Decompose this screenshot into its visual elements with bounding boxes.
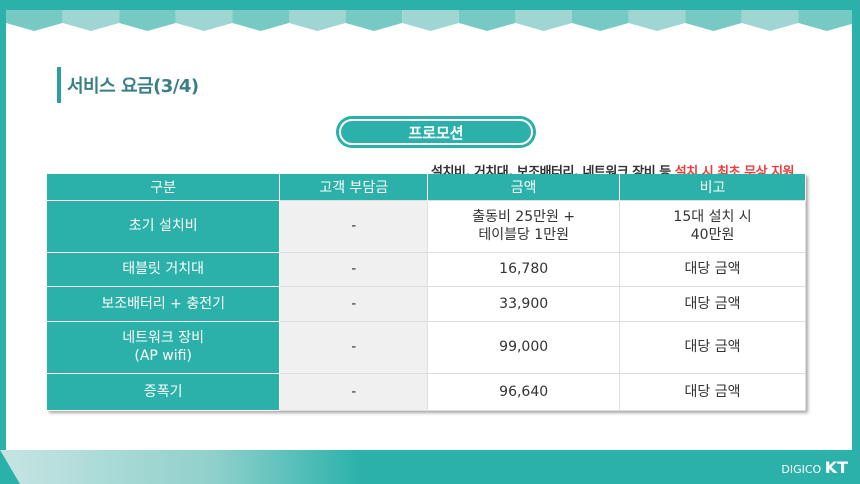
row-amount: 16,780: [427, 251, 621, 287]
row-category: 네트워크 장비 (AP wifi): [47, 320, 281, 374]
header-customer-charge: 고객 부담금: [279, 174, 429, 200]
row-customer-charge: -: [279, 320, 429, 374]
header-remark: 비고: [619, 174, 806, 200]
pennant-flag: [289, 10, 346, 31]
pennant-flag: [175, 10, 233, 31]
row-customer-charge: -: [279, 372, 429, 411]
pennant-flag: [741, 10, 799, 31]
row-category: 보조배터리 + 충전기: [47, 285, 281, 322]
row-amount: 출동비 25만원 + 테이블당 1만원: [427, 199, 621, 253]
row-category: 증폭기: [47, 372, 281, 411]
pennant-flag: [232, 10, 289, 31]
pennant-flag: [628, 10, 686, 31]
pennant-flag: [685, 10, 742, 31]
pennant-flag: [119, 10, 176, 31]
promotion-label: 프로모션: [339, 119, 533, 145]
promotion-badge: 프로모션: [336, 116, 536, 148]
row-amount: 96,640: [427, 372, 621, 411]
pennant-flag: [6, 10, 63, 31]
row-customer-charge: -: [279, 199, 429, 253]
pennant-flag: [62, 10, 120, 31]
row-customer-charge: -: [279, 251, 429, 287]
header-category: 구분: [47, 174, 281, 200]
row-category: 초기 설치비: [47, 199, 281, 253]
footer-band: [0, 450, 860, 484]
title-accent-bar: [57, 67, 61, 103]
row-remark: 대당 금액: [619, 320, 806, 374]
table-row: 네트워크 장비 (AP wifi) -99,000 대당 금액: [47, 320, 806, 374]
table-row: 태블릿 거치대 -16,780 대당 금액: [47, 251, 806, 287]
pennant-banner: [6, 10, 852, 31]
row-category: 태블릿 거치대: [47, 251, 281, 287]
row-customer-charge: -: [279, 285, 429, 322]
pennant-flag: [458, 10, 516, 31]
table-row: 보조배터리 + 충전기 -33,900 대당 금액: [47, 285, 806, 322]
row-amount: 99,000: [427, 320, 621, 374]
table-header-row: 구분 고객 부담금 금액 비고: [47, 174, 806, 200]
pennant-flag: [572, 10, 629, 31]
header-amount: 금액: [427, 174, 621, 200]
footer-decoration: [0, 450, 20, 484]
table-row: 초기 설치비 - 출동비 25만원 + 테이블당 1만원 15대 설치 시 40만원: [47, 199, 806, 253]
page-title: 서비스 요금(3/4): [67, 76, 199, 97]
pennant-flag: [798, 10, 852, 31]
pennant-flag: [402, 10, 459, 31]
row-remark: 대당 금액: [619, 251, 806, 287]
row-remark: 대당 금액: [619, 372, 806, 411]
row-remark: 대당 금액: [619, 285, 806, 322]
table-row: 증폭기 -96,640 대당 금액: [47, 372, 806, 411]
pricing-table: 구분 고객 부담금 금액 비고 초기 설치비 - 출동비 25만원 + 테이블당 1…: [47, 174, 806, 411]
pennant-flag: [345, 10, 403, 31]
row-remark: 15대 설치 시 40만원: [619, 199, 806, 253]
digico-kt-logo: DIGICO KT: [781, 458, 848, 477]
row-amount: 33,900: [427, 285, 621, 322]
pennant-flag: [515, 10, 572, 31]
